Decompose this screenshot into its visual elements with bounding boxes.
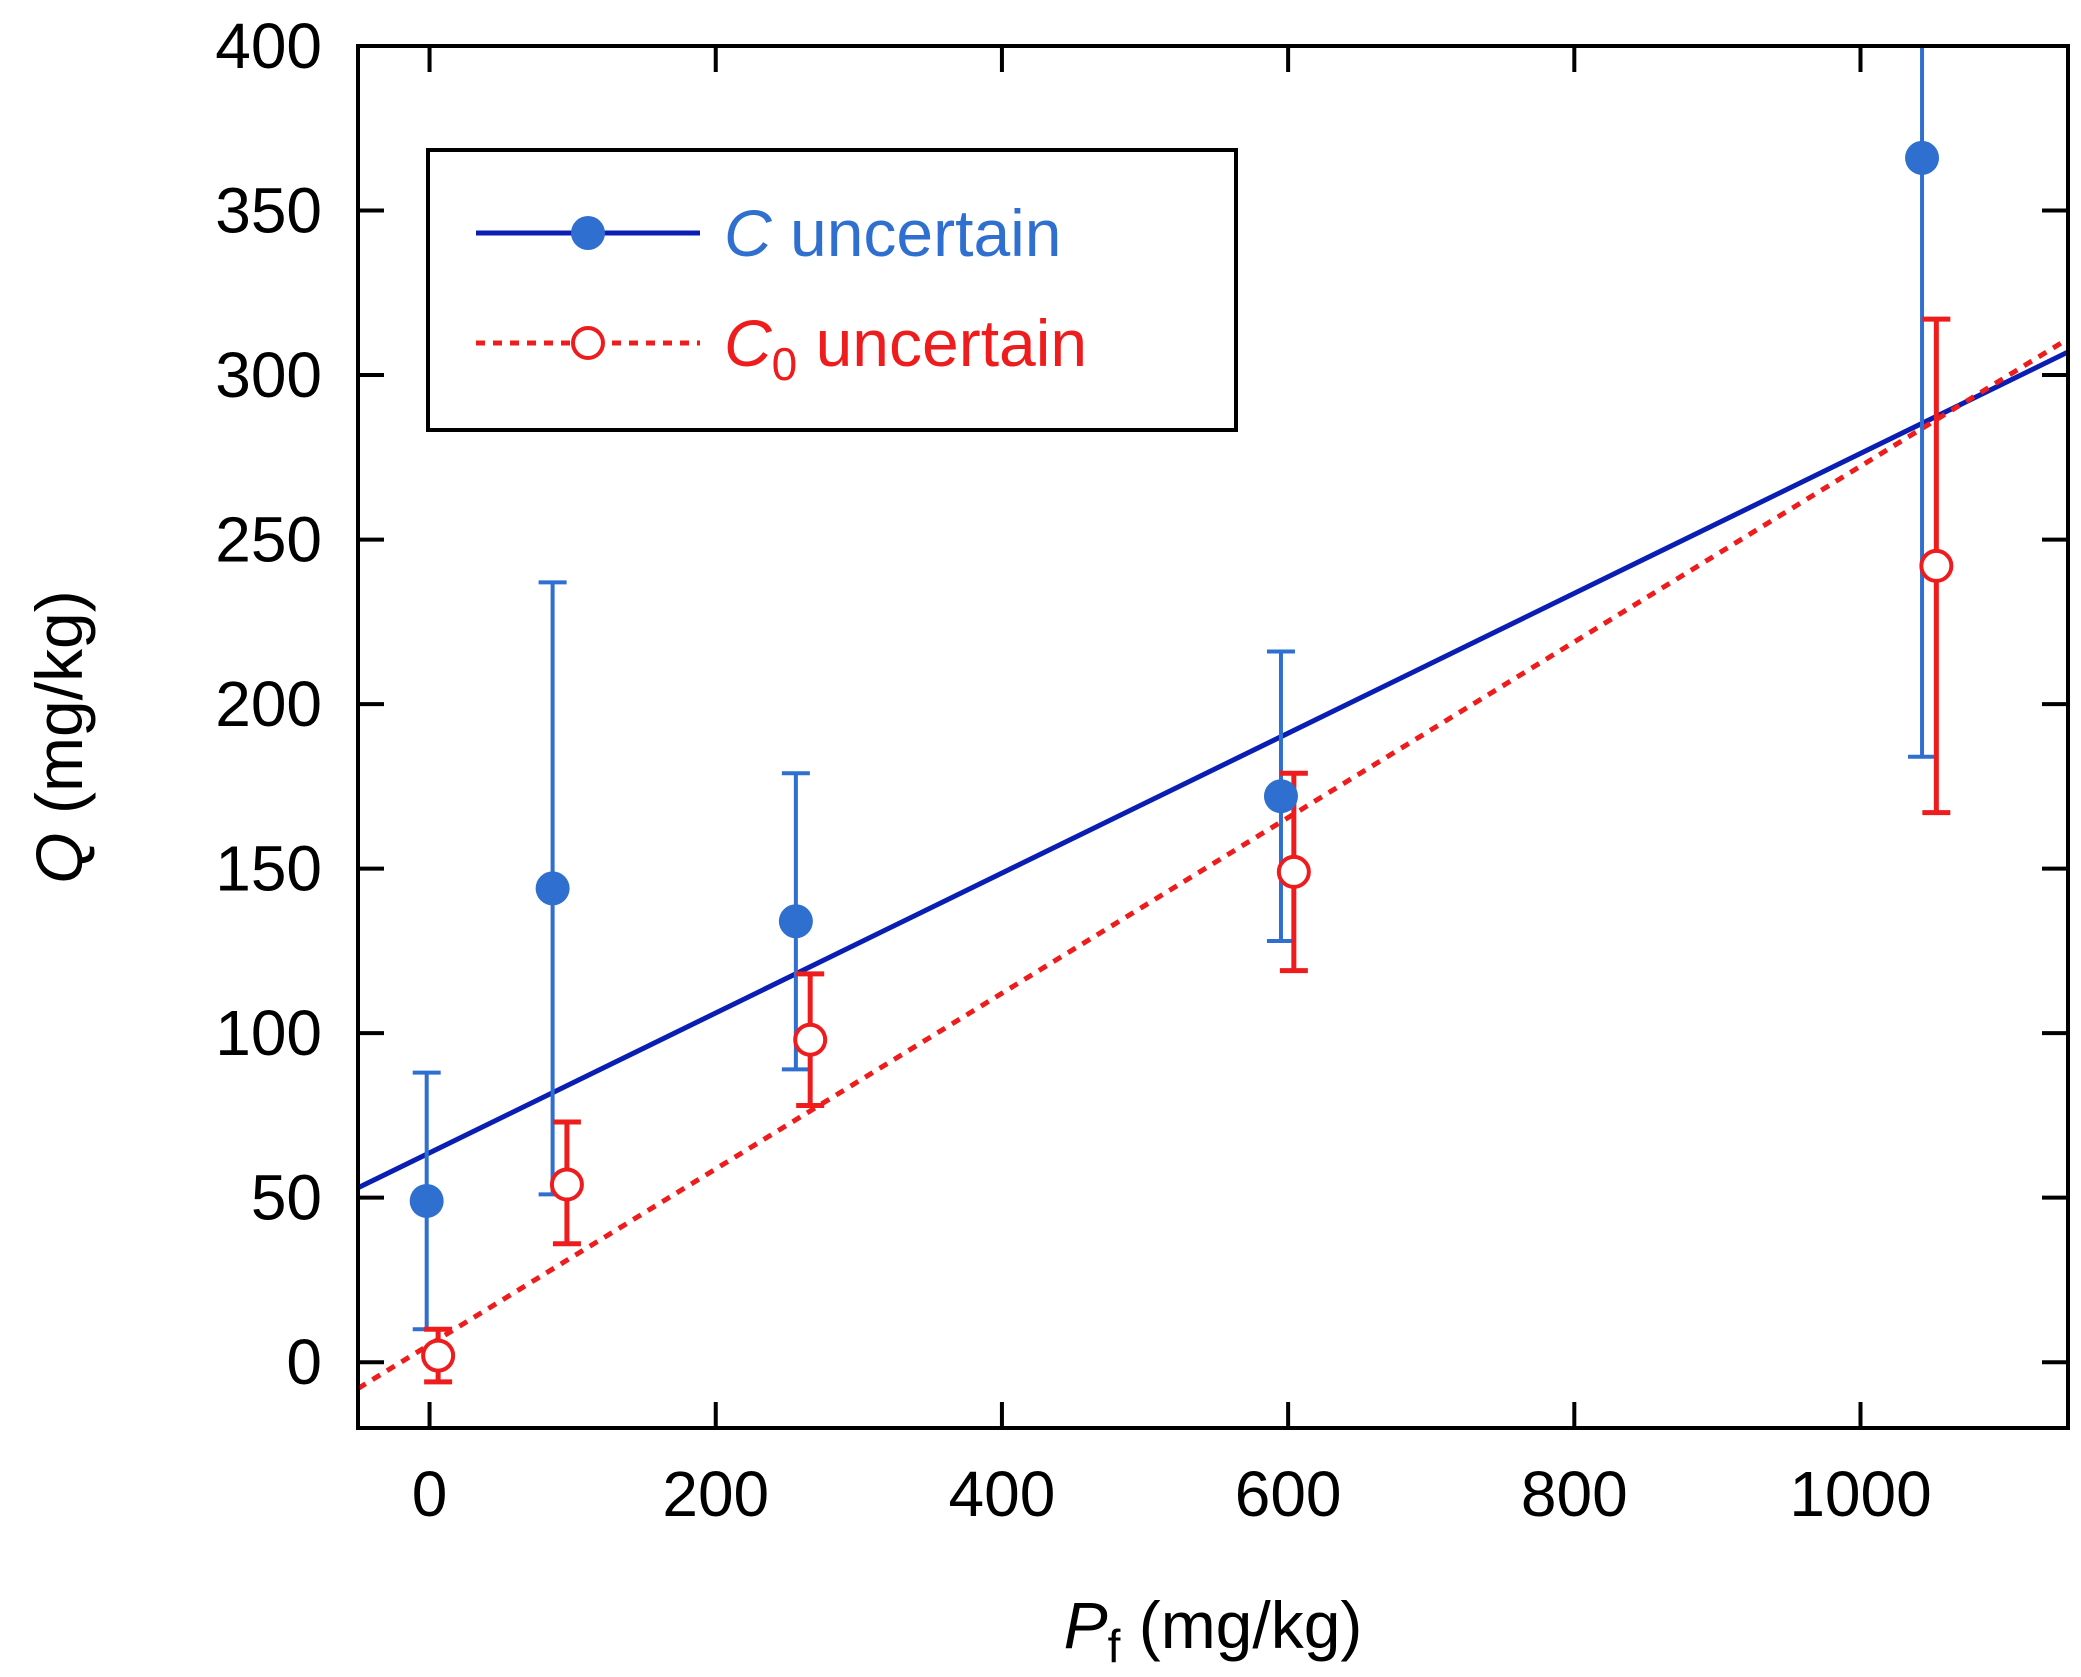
data-point-c0-uncertain [1276,854,1311,889]
x-axis-label-unit: (mg/kg) [1120,1588,1362,1662]
x-tick-label: 800 [1521,1458,1628,1530]
legend-label-c-uncertain: C uncertain [724,196,1062,270]
data-point-c0-uncertain [549,1167,584,1202]
x-tick-label: 400 [949,1458,1056,1530]
legend-marker-c0-uncertain [571,326,605,360]
y-axis-label-unit: (mg/kg) [22,590,96,832]
data-point-c-uncertain [778,904,813,939]
fit-line-c-uncertain [358,349,2068,1191]
data-point-c-uncertain [535,871,570,906]
y-tick-label: 150 [215,833,322,905]
data-point-c0-uncertain [1919,548,1954,583]
x-axis-label-var: P [1064,1588,1108,1662]
fit-line-c0-uncertain [358,336,2068,1391]
x-tick-label: 0 [412,1458,448,1530]
y-tick-label: 50 [251,1162,322,1234]
data-point-c-uncertain [1905,140,1940,175]
plot-frame [356,44,2070,1430]
x-tick-label: 600 [1235,1458,1342,1530]
x-tick-label: 1000 [1789,1458,1931,1530]
data-point-c0-uncertain [793,1022,828,1057]
y-tick-label: 250 [215,504,322,576]
data-point-c-uncertain [1263,779,1298,814]
y-axis-label-var: Q [22,832,96,883]
x-axis-label-sub: f [1108,1620,1121,1672]
y-tick-label: 200 [215,668,322,740]
legend: C uncertain C0 uncertain [426,148,1238,432]
legend-marker-c-uncertain [571,216,605,250]
y-tick-label: 0 [286,1326,322,1398]
legend-label-c0-uncertain: C0 uncertain [724,306,1087,390]
data-point-c0-uncertain [421,1338,456,1373]
x-tick-label: 200 [662,1458,769,1530]
x-axis-label: Pf (mg/kg) [1064,1588,1363,1672]
legend-box [426,148,1238,432]
y-tick-label: 100 [215,997,322,1069]
y-tick-label: 400 [215,10,322,82]
y-tick-label: 300 [215,339,322,411]
y-tick-label: 350 [215,175,322,247]
data-point-c-uncertain [409,1183,444,1218]
y-axis-label: Q (mg/kg) [22,590,96,883]
